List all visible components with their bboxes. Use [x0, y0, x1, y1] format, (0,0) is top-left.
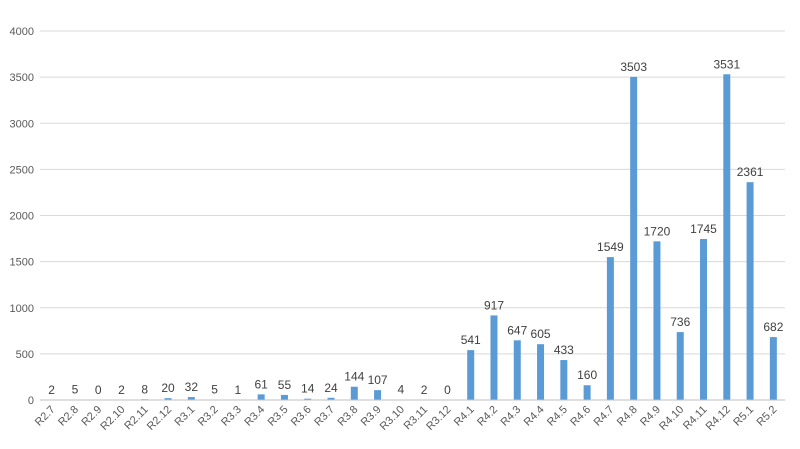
- x-tick-label: R4.10: [657, 404, 686, 433]
- x-tick-label: R2.12: [145, 404, 174, 433]
- bar-R3.7: [327, 397, 335, 400]
- x-axis-ticks: R2.7R2.8R2.9R2.10R2.11R2.12R3.1R3.2R3.3R…: [33, 404, 780, 433]
- bar-R3.5: [280, 394, 288, 400]
- bar-R3.8: [350, 386, 358, 400]
- x-tick-label: R3.11: [402, 404, 431, 433]
- x-tick-label: R3.5: [266, 404, 291, 429]
- data-label: 2: [421, 383, 428, 397]
- data-label: 4: [398, 383, 405, 397]
- x-tick-label: R2.10: [98, 404, 127, 433]
- bar-R4.11: [700, 239, 708, 400]
- data-label: 1720: [644, 224, 671, 238]
- x-tick-label: R4.3: [498, 404, 523, 429]
- data-label: 24: [324, 381, 338, 395]
- bar-R4.6: [583, 385, 591, 400]
- data-label: 647: [507, 323, 527, 337]
- y-axis-ticks: 0 500 1000 1500 2000 2500 3000 3500 4000: [10, 26, 34, 407]
- gridlines: [40, 30, 785, 355]
- data-label: 605: [531, 327, 551, 341]
- x-tick-label: R3.12: [424, 404, 453, 433]
- data-label: 1745: [690, 222, 717, 236]
- x-tick-label: R3.1: [173, 404, 198, 429]
- data-label: 682: [763, 320, 783, 334]
- data-label: 0: [444, 383, 451, 397]
- data-label: 3503: [620, 60, 647, 74]
- bar-R4.7: [606, 257, 614, 400]
- data-label: 5: [72, 383, 79, 397]
- data-label: 736: [670, 315, 690, 329]
- data-label: 107: [368, 373, 388, 387]
- bar-R3.1: [187, 397, 195, 400]
- x-tick-label: R3.4: [242, 404, 267, 429]
- data-label: 160: [577, 368, 597, 382]
- x-tick-label: R4.4: [522, 404, 547, 429]
- y-tick-label: 3000: [10, 118, 34, 130]
- data-label: 32: [185, 380, 199, 394]
- bar-R5.1: [746, 182, 754, 400]
- x-tick-label: R4.11: [681, 404, 710, 433]
- bars: [48, 74, 777, 400]
- x-tick-label: R3.3: [219, 404, 244, 429]
- data-label: 2361: [737, 165, 764, 179]
- data-label: 0: [95, 383, 102, 397]
- x-tick-label: R3.2: [196, 404, 221, 429]
- bar-R4.12: [723, 74, 731, 400]
- x-tick-label: R4.5: [545, 404, 570, 429]
- bar-R5.2: [769, 337, 777, 400]
- y-tick-label: 2000: [10, 211, 34, 223]
- data-label: 2: [118, 383, 125, 397]
- data-label: 55: [278, 378, 292, 392]
- y-tick-label: 3500: [10, 72, 34, 84]
- data-label: 1: [235, 383, 242, 397]
- x-tick-label: R2.8: [56, 404, 81, 429]
- x-tick-label: R4.8: [615, 404, 640, 429]
- y-tick-label: 1000: [10, 303, 34, 315]
- bar-R4.2: [490, 315, 498, 400]
- y-tick-label: 4000: [10, 26, 34, 38]
- bar-R3.4: [257, 394, 265, 400]
- bar-R3.9: [374, 390, 382, 400]
- x-tick-label: R3.8: [335, 404, 360, 429]
- bar-R4.3: [513, 340, 521, 400]
- x-tick-label: R2.11: [122, 404, 151, 433]
- bar-R4.8: [630, 76, 638, 400]
- data-label: 2: [48, 383, 55, 397]
- bar-R4.4: [537, 344, 545, 400]
- data-label: 8: [141, 382, 148, 396]
- x-tick-label: R3.10: [378, 404, 407, 433]
- data-label: 541: [461, 333, 481, 347]
- bar-R3.6: [304, 398, 312, 400]
- x-tick-label: R3.6: [289, 404, 314, 429]
- y-tick-label: 2500: [10, 164, 34, 176]
- x-tick-label: R4.2: [475, 404, 500, 429]
- x-tick-label: R4.12: [704, 404, 733, 433]
- data-label: 917: [484, 298, 504, 312]
- data-label: 144: [344, 370, 364, 384]
- bar-R4.10: [676, 332, 684, 400]
- x-tick-label: R4.7: [592, 404, 617, 429]
- bar-R4.5: [560, 360, 568, 400]
- y-tick-label: 1500: [10, 257, 34, 269]
- y-tick-label: 0: [28, 395, 34, 407]
- bar-R4.1: [467, 350, 475, 400]
- y-tick-label: 500: [16, 349, 34, 361]
- data-label: 1549: [597, 240, 624, 254]
- data-label: 61: [254, 377, 268, 391]
- data-label: 5: [211, 383, 218, 397]
- bar-R4.9: [653, 241, 661, 400]
- x-tick-label: R3.7: [312, 404, 337, 429]
- x-tick-label: R5.1: [731, 404, 756, 429]
- bar-R2.12: [164, 398, 172, 400]
- x-tick-label: R4.6: [568, 404, 593, 429]
- x-tick-label: R5.2: [755, 404, 780, 429]
- data-label: 433: [554, 343, 574, 357]
- data-label: 14: [301, 382, 315, 396]
- x-tick-label: R4.1: [452, 404, 477, 429]
- data-label: 3531: [713, 57, 740, 71]
- data-label: 20: [161, 381, 175, 395]
- x-tick-label: R2.7: [33, 404, 58, 429]
